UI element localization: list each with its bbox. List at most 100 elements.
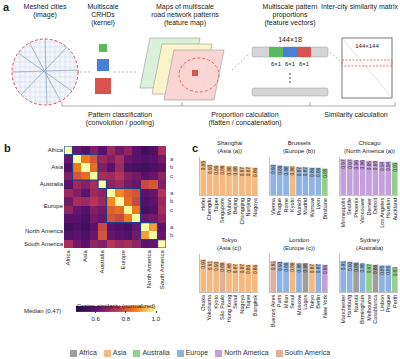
svg-text:Nagoya: Nagoya xyxy=(252,197,258,217)
svg-text:0.85: 0.85 xyxy=(380,265,385,275)
svg-text:Asia: Asia xyxy=(82,250,88,262)
svg-text:6×1: 6×1 xyxy=(299,61,310,67)
svg-text:0.88: 0.88 xyxy=(227,263,232,273)
svg-text:a: a xyxy=(3,1,10,13)
svg-text:0.89: 0.89 xyxy=(214,165,219,175)
svg-text:0.86: 0.86 xyxy=(316,167,321,177)
svg-text:Median (0.47): Median (0.47) xyxy=(24,308,61,314)
svg-text:proportions: proportions xyxy=(272,11,308,19)
svg-text:Nanjing: Nanjing xyxy=(245,198,251,217)
svg-text:b: b xyxy=(170,164,174,170)
svg-text:Singapore: Singapore xyxy=(219,198,225,223)
svg-text:0.85: 0.85 xyxy=(323,168,328,178)
svg-text:0.95: 0.95 xyxy=(367,161,372,171)
svg-text:0.90: 0.90 xyxy=(271,164,276,174)
svg-text:a: a xyxy=(170,224,174,230)
svg-text:0.88: 0.88 xyxy=(360,263,365,273)
svg-text:0.90: 0.90 xyxy=(348,261,353,271)
svg-text:0.87: 0.87 xyxy=(316,264,321,274)
svg-text:Osaka: Osaka xyxy=(200,294,206,311)
svg-text:Kyoto: Kyoto xyxy=(289,198,295,212)
svg-text:(flatten / concatenation): (flatten / concatenation) xyxy=(208,119,281,127)
svg-text:c: c xyxy=(192,142,198,154)
svg-text:Chengdu: Chengdu xyxy=(206,198,212,220)
svg-text:0.87: 0.87 xyxy=(233,264,238,274)
svg-text:0.93: 0.93 xyxy=(393,162,398,172)
svg-text:Australia: Australia xyxy=(99,250,105,274)
svg-text:0.87: 0.87 xyxy=(303,167,308,177)
svg-text:Cosine similarity (normalized): Cosine similarity (normalized) xyxy=(77,303,156,309)
svg-text:0.6: 0.6 xyxy=(91,316,100,322)
svg-text:road network patterns: road network patterns xyxy=(151,11,219,19)
svg-text:Europe: Europe xyxy=(120,250,126,270)
svg-text:144×144: 144×144 xyxy=(355,43,379,49)
svg-text:0.87: 0.87 xyxy=(367,264,372,274)
svg-text:1.0: 1.0 xyxy=(152,316,161,322)
svg-text:Nairobi: Nairobi xyxy=(353,295,359,312)
svg-text:b: b xyxy=(170,198,174,204)
svg-text:North America: North America xyxy=(25,228,64,234)
svg-text:0.86: 0.86 xyxy=(323,265,328,275)
svg-text:0.89: 0.89 xyxy=(290,262,295,272)
svg-text:São Paulo: São Paulo xyxy=(219,295,225,320)
svg-text:0.87: 0.87 xyxy=(240,167,245,177)
svg-text:Phoenix: Phoenix xyxy=(353,198,359,218)
svg-text:Yokohama: Yokohama xyxy=(206,294,212,321)
svg-text:Berlin: Berlin xyxy=(315,295,321,309)
svg-text:0.87: 0.87 xyxy=(240,264,245,274)
svg-text:Nagoya: Nagoya xyxy=(239,294,245,314)
svg-text:0.96: 0.96 xyxy=(354,160,359,170)
svg-text:Hefei: Hefei xyxy=(200,198,206,211)
svg-text:Moscow: Moscow xyxy=(296,295,302,315)
svg-text:Asia: Asia xyxy=(51,164,63,170)
svg-text:New York: New York xyxy=(322,295,328,318)
svg-text:0.89: 0.89 xyxy=(278,165,283,175)
svg-text:South America: South America xyxy=(159,250,165,290)
svg-text:0.86: 0.86 xyxy=(253,265,258,275)
svg-text:(convolution / pooling): (convolution / pooling) xyxy=(86,119,155,127)
svg-text:Kyoto: Kyoto xyxy=(213,295,219,309)
svg-text:0.8: 0.8 xyxy=(122,316,131,322)
svg-text:Sydney(Australia): Sydney(Australia) xyxy=(356,237,383,251)
svg-text:Australia: Australia xyxy=(40,181,64,187)
svg-text:0.97: 0.97 xyxy=(341,159,346,169)
svg-text:Buenos Aires: Buenos Aires xyxy=(270,295,276,328)
svg-text:0.90: 0.90 xyxy=(214,261,219,271)
svg-text:(kernel): (kernel) xyxy=(91,19,115,27)
svg-text:Vienna: Vienna xyxy=(270,197,276,215)
svg-text:South America: South America xyxy=(24,241,64,247)
svg-text:0.88: 0.88 xyxy=(227,166,232,176)
svg-text:Rome: Rome xyxy=(283,198,289,213)
svg-text:Chicago(North America (a)): Chicago(North America (a)) xyxy=(344,140,395,154)
svg-text:CRHDs: CRHDs xyxy=(91,11,115,18)
svg-text:Prague: Prague xyxy=(276,198,282,216)
svg-text:Manchester: Manchester xyxy=(340,295,346,324)
svg-text:(feature map): (feature map) xyxy=(164,19,206,27)
svg-text:Melbourne: Melbourne xyxy=(366,295,372,321)
svg-text:0.95: 0.95 xyxy=(201,161,206,171)
svg-text:Madrid: Madrid xyxy=(302,198,308,215)
svg-text:Meshed cities: Meshed cities xyxy=(24,3,67,10)
svg-text:Houston: Houston xyxy=(385,198,391,219)
svg-text:0.89: 0.89 xyxy=(354,262,359,272)
svg-text:6×1: 6×1 xyxy=(285,61,296,67)
svg-text:Wuhan: Wuhan xyxy=(226,198,232,215)
svg-text:c: c xyxy=(170,207,173,213)
svg-text:0.94: 0.94 xyxy=(380,161,385,171)
svg-text:(image): (image) xyxy=(33,11,57,19)
svg-text:Hamburg: Hamburg xyxy=(346,295,352,318)
svg-text:Los Angeles: Los Angeles xyxy=(379,198,385,228)
svg-text:Munich: Munich xyxy=(296,198,302,216)
svg-text:Chongqing: Chongqing xyxy=(239,198,245,225)
svg-text:0.89: 0.89 xyxy=(220,262,225,272)
svg-text:0.83: 0.83 xyxy=(393,267,398,277)
svg-text:0.86: 0.86 xyxy=(246,265,251,275)
svg-text:0.89: 0.89 xyxy=(220,165,225,175)
svg-text:Auckland: Auckland xyxy=(392,198,398,221)
svg-text:0.90: 0.90 xyxy=(208,164,213,174)
svg-text:London(Europe (c)): London(Europe (c)) xyxy=(283,237,315,251)
svg-text:a: a xyxy=(170,190,174,196)
svg-text:0.88: 0.88 xyxy=(303,263,308,273)
svg-text:0.86: 0.86 xyxy=(373,265,378,275)
svg-text:Casablanca: Casablanca xyxy=(372,294,378,324)
